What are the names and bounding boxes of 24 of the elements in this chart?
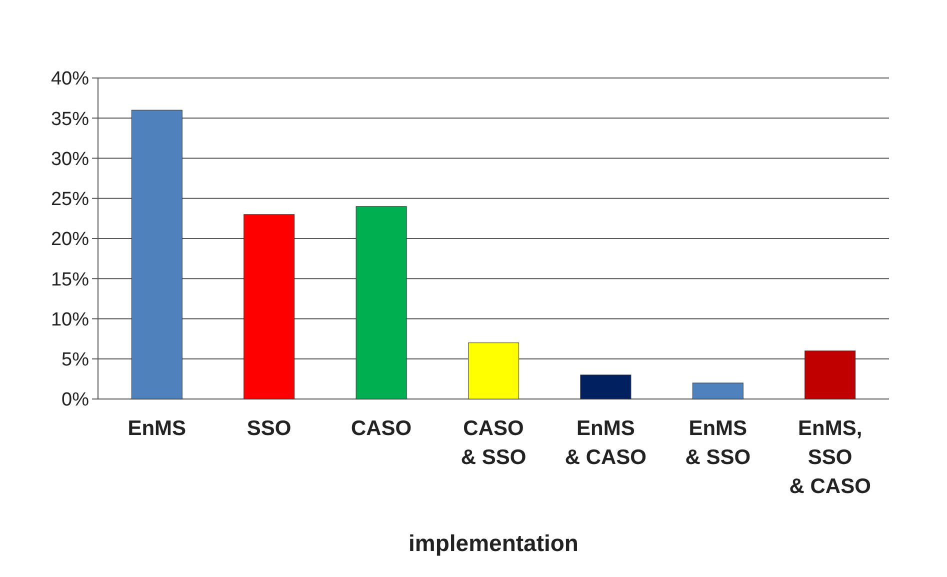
x-tick-label: CASO	[350, 417, 412, 440]
y-tick-label: 40%	[50, 68, 90, 90]
y-tick-label: 35%	[50, 108, 90, 130]
x-tick-label: EnMS, SSO & CASO	[789, 417, 871, 498]
bar	[804, 350, 856, 400]
bar	[356, 206, 407, 400]
y-tick-label: 15%	[50, 269, 90, 290]
x-tick-label: EnMS & CASO	[564, 417, 647, 469]
bar	[580, 374, 632, 400]
x-axis-title: implementation	[408, 530, 578, 556]
x-tick-label: CASO & SSO	[460, 417, 526, 469]
x-tick-label: EnMS & SSO	[685, 417, 751, 469]
y-tick-label: 25%	[50, 189, 90, 210]
y-tick-label: 20%	[50, 229, 90, 250]
x-tick-label: SSO	[246, 417, 292, 440]
y-tick-label: 5%	[62, 350, 90, 371]
y-tick-label: 10%	[50, 309, 90, 330]
bar	[692, 382, 744, 400]
x-tick-label: EnMS	[128, 417, 186, 440]
bar	[468, 342, 519, 400]
bar	[131, 110, 182, 400]
y-tick-label: 0%	[62, 390, 90, 411]
y-tick-label: 30%	[50, 148, 90, 170]
bar	[244, 214, 295, 400]
